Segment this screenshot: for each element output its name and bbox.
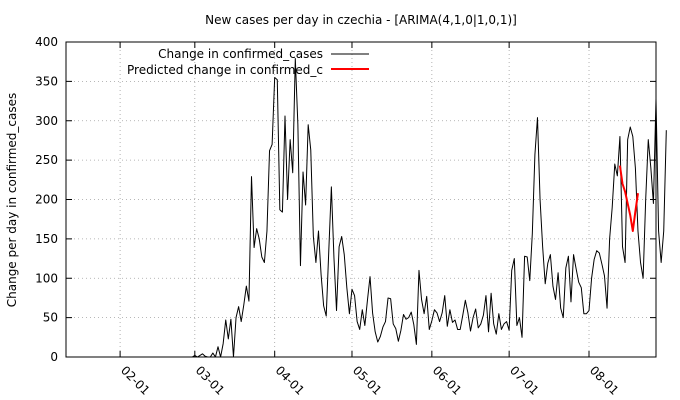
y-tick-label: 250 xyxy=(35,153,58,167)
grid xyxy=(66,42,656,357)
series-lines xyxy=(189,58,667,358)
x-tick-label: 04-01 xyxy=(273,363,308,398)
series-line-confirmed xyxy=(189,58,667,358)
y-tick-label: 200 xyxy=(35,193,58,207)
y-tick-label: 0 xyxy=(50,350,58,364)
plot-border xyxy=(65,41,657,358)
x-tick-label: 08-01 xyxy=(587,363,622,398)
y-tick-label: 150 xyxy=(35,232,58,246)
legend: Change in confirmed_cases Predicted chan… xyxy=(127,47,369,77)
series-line-predicted xyxy=(618,165,639,232)
y-tick-label: 400 xyxy=(35,35,58,49)
x-tick-label: 03-01 xyxy=(193,363,228,398)
y-tick-label: 100 xyxy=(35,271,58,285)
y-tick-label: 350 xyxy=(35,74,58,88)
y-tick-label: 50 xyxy=(43,311,58,325)
x-tick-label: 07-01 xyxy=(507,363,542,398)
x-tick-label: 05-01 xyxy=(350,363,385,398)
y-tick-label: 300 xyxy=(35,114,58,128)
legend-entry-predicted: Predicted change in confirmed_c xyxy=(127,63,323,77)
x-tick-label: 02-01 xyxy=(118,363,153,398)
legend-entry-confirmed: Change in confirmed_cases xyxy=(158,47,323,61)
chart-title: New cases per day in czechia - [ARIMA(4,… xyxy=(205,13,517,27)
y-axis-label: Change per day in confirmed_cases xyxy=(5,93,19,308)
axis-ticks: 0 50 100 150 200 250 300 350 400 02-01 03-01 04-01 0… xyxy=(35,35,656,398)
x-tick-label: 06-01 xyxy=(430,363,465,398)
